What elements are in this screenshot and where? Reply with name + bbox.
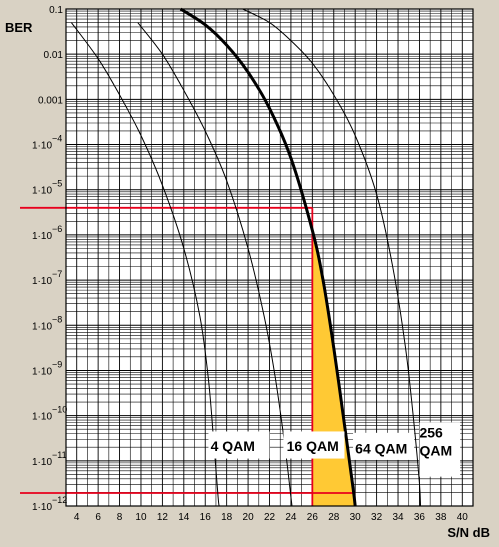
- series-label: 64 QAM: [355, 440, 407, 456]
- y-tick-label: 1·10: [32, 186, 52, 197]
- y-tick-exponent: −6: [52, 224, 62, 234]
- y-tick-label: 0.001: [38, 95, 63, 106]
- series-label: 16 QAM: [287, 438, 339, 454]
- series-curve: [179, 7, 357, 507]
- x-tick-label: 16: [200, 512, 212, 523]
- x-tick-label: 22: [264, 512, 276, 523]
- y-tick-exponent: −7: [52, 269, 62, 279]
- x-tick-label: 26: [307, 512, 319, 523]
- y-tick-label: 1·10: [32, 321, 52, 332]
- x-tick-label: 12: [157, 512, 169, 523]
- y-tick-label: 1·10: [32, 457, 52, 468]
- y-tick-exponent: −4: [52, 134, 62, 144]
- y-tick-label: 1·10: [32, 141, 52, 152]
- x-tick-label: 34: [392, 512, 404, 523]
- y-tick-label: 1·10: [32, 276, 52, 287]
- series-label: 4 QAM: [211, 438, 255, 454]
- y-tick-label: 1·10: [32, 502, 52, 513]
- series-label-box: [419, 422, 461, 477]
- y-tick-label: 0.01: [44, 50, 64, 61]
- x-axis-label: S/N dB: [447, 525, 490, 540]
- x-tick-label: 8: [117, 512, 123, 523]
- x-tick-label: 24: [285, 512, 297, 523]
- plot-border: [65, 8, 474, 507]
- x-tick-label: 20: [243, 512, 255, 523]
- x-tick-label: 32: [371, 512, 383, 523]
- y-tick-exponent: −12: [52, 495, 67, 505]
- y-tick-label: 1·10: [32, 366, 52, 377]
- series-labels: 4 QAM 16 QAM 64 QAM 256 QAM: [208, 422, 461, 477]
- x-tick-labels: 4 6 8 10 12 14 16 18 20 22 24 26 28 30 32 34 36 38 40: [74, 512, 468, 523]
- y-tick-exponent: −9: [52, 359, 62, 369]
- x-tick-label: 28: [328, 512, 340, 523]
- y-tick-exponent: −5: [52, 179, 62, 189]
- y-axis-label: BER: [5, 20, 33, 35]
- y-tick-exponent: −11: [52, 450, 67, 460]
- y-tick-exponent: −10: [52, 405, 67, 415]
- y-tick-label: 0.1: [49, 5, 63, 16]
- series-label-box: [353, 432, 415, 460]
- x-tick-label: 6: [95, 512, 101, 523]
- x-tick-label: 38: [435, 512, 447, 523]
- x-tick-label: 4: [74, 512, 80, 523]
- series-label: 256: [419, 424, 443, 440]
- x-tick-label: 14: [178, 512, 190, 523]
- y-tick-label: 1·10: [32, 412, 52, 423]
- series-label-box: [208, 431, 270, 459]
- x-tick-label: 10: [135, 512, 147, 523]
- y-tick-exponent: −8: [52, 314, 62, 324]
- series-label: QAM: [419, 442, 452, 458]
- y-tick-labels: 0.10.010.0011·10−41·10−51·10−61·10−71·10…: [32, 5, 67, 513]
- x-tick-label: 40: [457, 512, 469, 523]
- series-label-box: [283, 431, 345, 459]
- y-tick-label: 1·10: [32, 231, 52, 242]
- series-curve: [242, 8, 422, 507]
- x-tick-label: 30: [350, 512, 362, 523]
- x-tick-label: 36: [414, 512, 426, 523]
- x-tick-label: 18: [221, 512, 233, 523]
